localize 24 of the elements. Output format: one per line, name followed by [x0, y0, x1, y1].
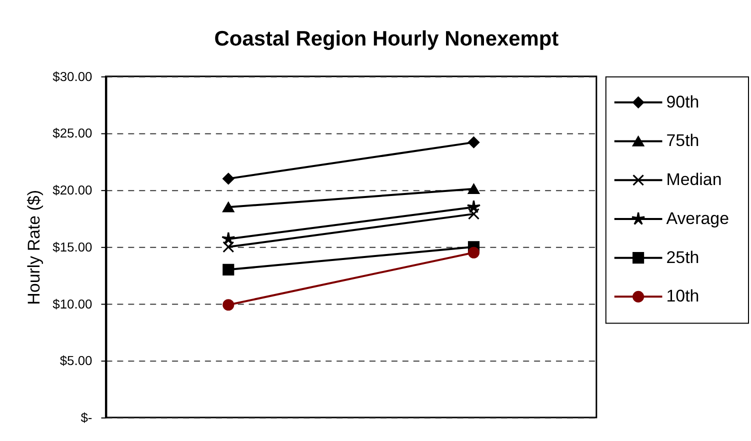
- y-tick-label: $10.00: [52, 296, 92, 312]
- y-axis-title: Hourly Rate ($): [24, 190, 44, 305]
- legend-label: 90th: [666, 92, 700, 112]
- point: [468, 136, 480, 148]
- point: [468, 208, 480, 220]
- point: [222, 264, 234, 276]
- y-tick-label: $25.00: [52, 126, 92, 141]
- point: [221, 232, 236, 245]
- y-tick-label: $30.00: [52, 68, 92, 84]
- point: [468, 246, 480, 258]
- point: [222, 299, 234, 311]
- point: [222, 241, 234, 253]
- legend-label: 10th: [666, 286, 700, 306]
- legend-label: 25th: [666, 248, 700, 267]
- legend-label: 75th: [666, 131, 700, 150]
- y-tick-label: $15.00: [52, 239, 92, 254]
- chart-title: Coastal Region Hourly Nonexempt: [214, 28, 559, 51]
- point: [222, 172, 234, 184]
- legend-label: Average: [666, 208, 730, 228]
- y-tick-label: $20.00: [52, 182, 92, 198]
- legend-label: Median: [666, 170, 722, 190]
- point: [466, 200, 481, 214]
- y-tick-label: $5.00: [60, 353, 92, 368]
- y-tick-label: $-: [80, 410, 92, 425]
